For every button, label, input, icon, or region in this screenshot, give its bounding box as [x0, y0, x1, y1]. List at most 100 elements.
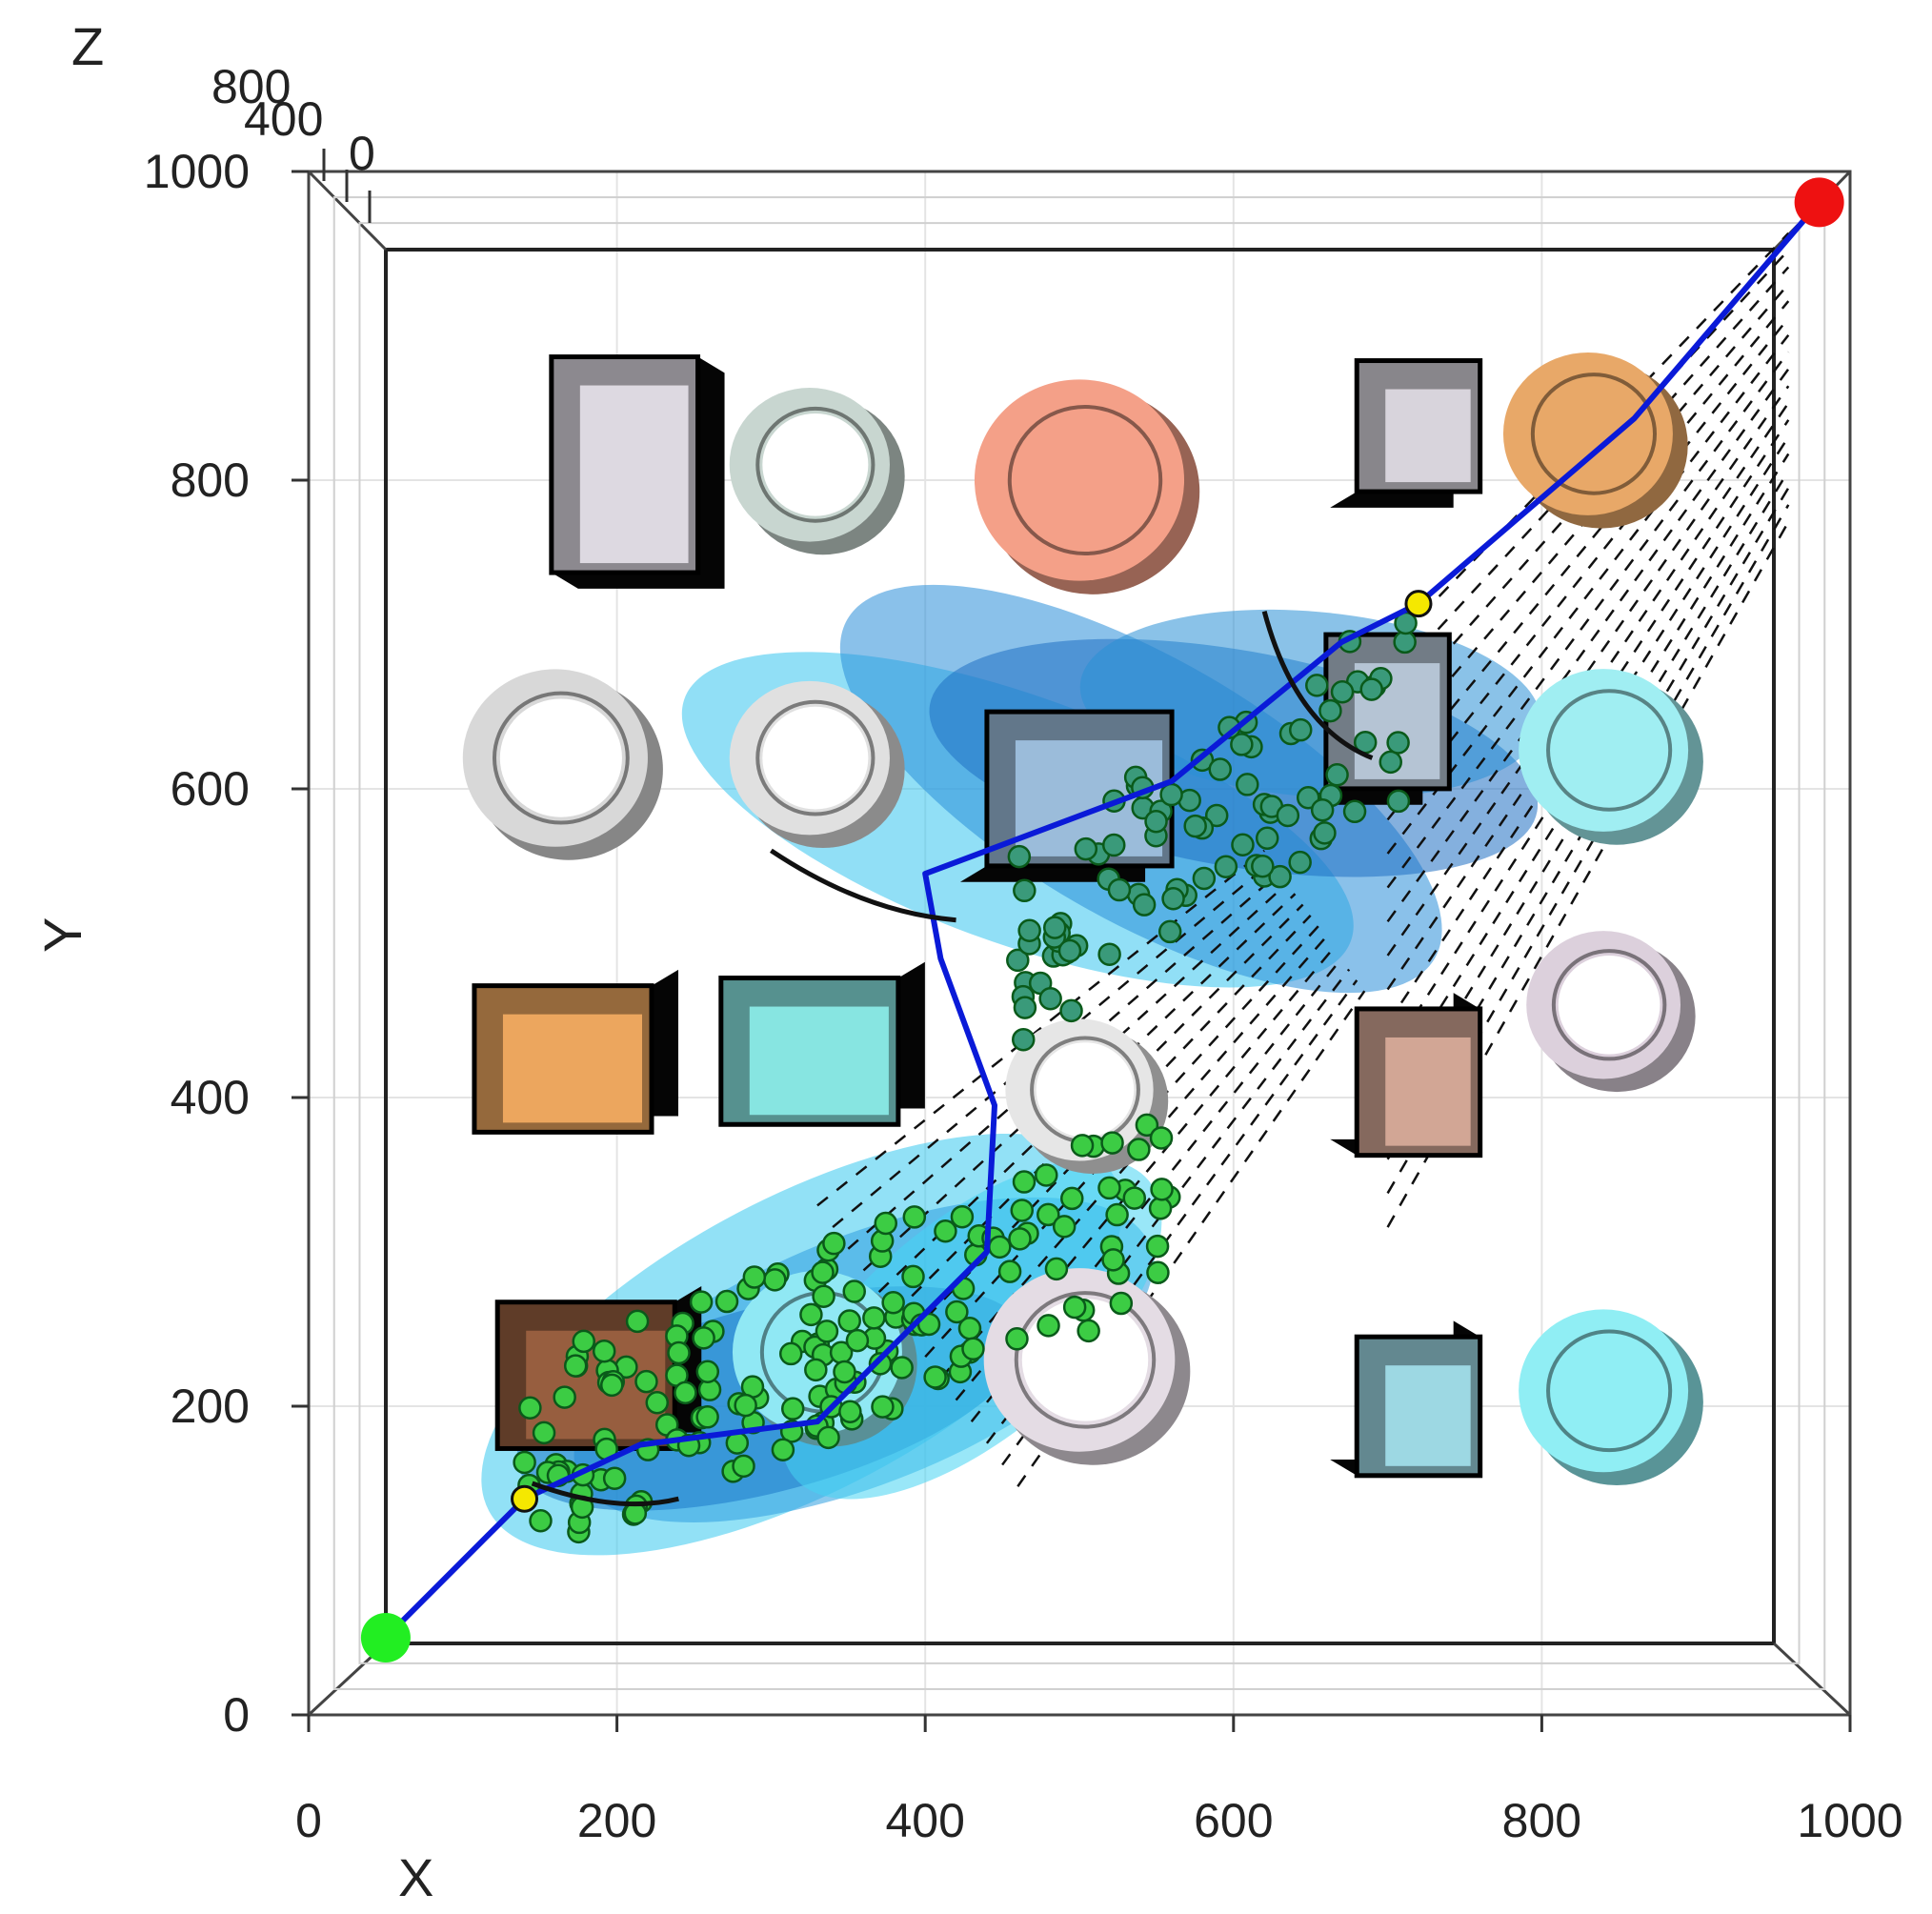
sample-point — [1325, 763, 1349, 787]
sample-point — [1036, 1314, 1060, 1338]
obstacle-cylinder-rim — [1546, 689, 1673, 812]
sample-point — [572, 1329, 595, 1354]
sample-point — [1097, 942, 1121, 966]
sample-point — [1070, 1134, 1095, 1158]
sample-point — [667, 1340, 691, 1365]
sample-point — [1135, 1113, 1159, 1138]
arc-segment — [1261, 611, 1374, 760]
sample-point — [799, 1302, 823, 1327]
obstacle-box-top — [749, 1006, 889, 1116]
sample-point — [1310, 798, 1335, 822]
sample-point — [1230, 733, 1254, 756]
y-tick-label: 800 — [171, 453, 250, 507]
sample-point — [902, 1205, 927, 1229]
sample-point — [1330, 680, 1355, 704]
sample-point — [1060, 1186, 1084, 1211]
sample-point — [1208, 757, 1232, 781]
sample-point — [1057, 938, 1082, 963]
sample-point — [518, 1396, 542, 1420]
sample-point — [689, 1290, 714, 1314]
depth-grid — [358, 222, 1801, 1664]
sample-point — [732, 1454, 755, 1479]
sample-point — [1013, 878, 1036, 903]
sample-point — [1276, 803, 1300, 828]
sample-point — [1379, 750, 1402, 775]
sample-point — [811, 1260, 835, 1284]
sample-point — [1102, 833, 1126, 857]
sample-point — [1005, 1327, 1029, 1351]
obstacle-cylinder-rim — [755, 406, 875, 523]
x-tick-label: 200 — [577, 1794, 656, 1847]
obstacle-cylinder-rim — [755, 699, 875, 816]
y-tick-label: 1000 — [144, 145, 250, 198]
sample-point — [923, 1365, 947, 1389]
rewire-edge — [1386, 300, 1790, 787]
rewire-edge — [893, 903, 1304, 1315]
sample-point — [1192, 866, 1217, 891]
sample-point — [934, 1219, 957, 1243]
sample-point — [1105, 1202, 1129, 1227]
sample-point — [1288, 717, 1313, 742]
x-tick-label: 0 — [295, 1794, 322, 1847]
rewire-edge — [832, 860, 1274, 1229]
sample-point — [1214, 855, 1238, 878]
sample-point — [1145, 1234, 1170, 1259]
rewire-edge — [1386, 419, 1790, 1024]
sample-point — [1127, 1138, 1151, 1161]
sample-point — [838, 1400, 862, 1423]
sample-point — [945, 1300, 969, 1324]
sample-point — [1342, 799, 1367, 824]
sample-point — [695, 1405, 719, 1429]
sample-point — [890, 1356, 914, 1380]
rewire-edge — [877, 893, 1297, 1294]
sample-point — [1231, 833, 1255, 856]
sample-point — [1052, 1215, 1077, 1239]
obstacle-box-top — [1385, 1365, 1471, 1466]
sample-point — [1268, 864, 1292, 889]
sample-point — [1159, 782, 1183, 807]
sample-point — [815, 1320, 839, 1343]
waypoint-marker — [511, 1484, 539, 1513]
sample-point — [862, 1306, 886, 1330]
y-tick-label: 0 — [223, 1688, 250, 1742]
box-edge — [307, 170, 388, 252]
sample-point — [1035, 1163, 1058, 1187]
x-tick-label: 600 — [1194, 1794, 1273, 1847]
sample-point — [881, 1290, 905, 1315]
sample-point — [1038, 986, 1062, 1011]
z-tick-label: 400 — [244, 92, 323, 146]
sample-point — [1313, 821, 1337, 845]
sample-point — [1010, 1199, 1035, 1222]
obstacle-cylinder-top — [974, 379, 1185, 581]
sample-point — [1204, 803, 1229, 828]
sample-point — [1100, 1131, 1124, 1155]
rewire-edge — [816, 849, 1265, 1207]
sample-point — [1148, 1197, 1173, 1220]
inner-face — [384, 248, 1776, 1645]
sample-point — [988, 1235, 1012, 1259]
rewire-edge — [1386, 317, 1790, 821]
sample-point — [833, 1360, 856, 1384]
sample-point — [1036, 1202, 1060, 1227]
sample-point — [1318, 698, 1342, 723]
sample-point — [1107, 877, 1132, 902]
start-marker — [360, 1613, 411, 1662]
sample-point — [961, 1337, 985, 1361]
sample-point — [804, 1358, 828, 1382]
sample-point — [822, 1231, 846, 1256]
sample-point — [1255, 826, 1279, 851]
z-tick-label: 0 — [349, 127, 375, 180]
rewire-edge — [1386, 232, 1790, 652]
obstacle-cylinder-top — [1519, 1309, 1689, 1473]
z-axis-label: Z — [71, 16, 104, 76]
sample-point — [1012, 1170, 1036, 1194]
y-tick-label: 200 — [171, 1380, 250, 1433]
x-tick-label: 800 — [1502, 1794, 1581, 1847]
sample-point — [634, 1369, 658, 1394]
sample-point — [1251, 854, 1275, 878]
sample-point — [901, 1264, 925, 1289]
sample-point — [763, 1268, 787, 1292]
sample-point — [1393, 630, 1417, 655]
markers — [360, 177, 1844, 1662]
sample-point — [1101, 1248, 1125, 1272]
